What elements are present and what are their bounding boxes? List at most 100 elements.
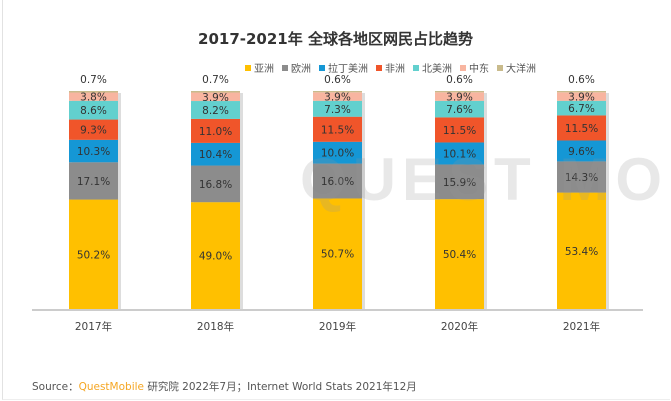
bar-segment <box>191 118 240 143</box>
x-tick-label: 2017年 <box>75 320 112 333</box>
data-label: 10.0% <box>321 148 354 160</box>
source-brand[interactable]: QuestMobile <box>78 381 144 393</box>
bar-segment <box>435 199 484 309</box>
bar-segment <box>557 92 606 101</box>
data-label: 53.4% <box>565 246 598 258</box>
data-label: 9.6% <box>568 146 595 158</box>
legend-swatch <box>376 64 382 71</box>
bar-segment <box>191 91 240 93</box>
data-label: 7.3% <box>324 104 351 116</box>
bar-segment <box>557 140 606 162</box>
bar-segment <box>435 91 484 93</box>
bar-segment <box>69 100 118 120</box>
bar-segment <box>313 91 362 93</box>
bar-segment <box>435 164 484 200</box>
data-label: 11.0% <box>199 126 232 138</box>
legend-swatch <box>245 64 251 71</box>
data-label: 50.2% <box>77 249 110 261</box>
data-label: 10.4% <box>199 149 232 161</box>
bar-segment <box>313 116 362 142</box>
data-label: 3.9% <box>324 92 351 104</box>
legend-label: 非洲 <box>385 64 405 75</box>
bar-segment <box>191 142 240 166</box>
data-label: 9.3% <box>80 125 107 137</box>
source-text: 研究院 2022年7月；Internet World Stats 2021年12… <box>144 381 417 393</box>
data-label: 6.7% <box>568 103 595 115</box>
data-label: 8.6% <box>80 105 107 117</box>
data-label: 10.1% <box>443 148 476 160</box>
legend-label: 大洋洲 <box>506 64 536 75</box>
bar-segment <box>313 163 362 199</box>
bar-segment <box>557 192 606 309</box>
legend-swatch <box>413 64 419 71</box>
x-tick-label: 2020年 <box>441 320 478 333</box>
source-prefix: Source： <box>32 381 79 393</box>
data-label: 49.0% <box>199 251 232 263</box>
data-label: 7.6% <box>446 104 473 116</box>
data-label: 10.3% <box>77 146 110 158</box>
data-label: 8.2% <box>202 105 229 117</box>
data-label: 11.5% <box>321 124 354 136</box>
bar-segment <box>313 141 362 164</box>
bar-segment <box>435 117 484 143</box>
legend-item: 亚洲 <box>245 60 274 75</box>
legend-swatch <box>282 64 288 71</box>
legend-label: 欧洲 <box>291 64 311 75</box>
legend: 亚洲 欧洲 拉丁美洲 非洲 北美洲 中东 大洋洲 <box>0 60 671 75</box>
chart-title: 2017-2021年 全球各地区网民占比趋势 <box>198 30 473 48</box>
data-label: 16.0% <box>321 176 354 188</box>
legend-swatch <box>319 64 325 71</box>
legend-label: 北美洲 <box>422 64 452 75</box>
bar-segment <box>191 92 240 102</box>
legend-item: 欧洲 <box>282 60 311 75</box>
data-label: 3.9% <box>568 92 595 104</box>
bar-segment <box>69 139 118 163</box>
x-tick-label: 2018年 <box>197 320 234 333</box>
bar-segment <box>313 100 362 117</box>
bar-segment <box>435 100 484 118</box>
legend-label: 中东 <box>469 64 489 75</box>
data-label: 0.7% <box>202 74 229 86</box>
data-label: 3.8% <box>80 92 107 104</box>
bar-segment <box>69 91 118 93</box>
bar-segment <box>435 142 484 165</box>
source-note: Source：QuestMobile 研究院 2022年7月；Internet … <box>32 379 417 394</box>
bar-segment <box>191 202 240 309</box>
bar-segment <box>191 165 240 203</box>
legend-swatch <box>497 64 503 71</box>
legend-item: 中东 <box>460 60 489 75</box>
data-label: 17.1% <box>77 176 110 188</box>
data-label: 3.9% <box>202 92 229 104</box>
legend-item: 非洲 <box>376 60 405 75</box>
legend-label: 亚洲 <box>254 64 274 75</box>
bar-segment <box>313 92 362 101</box>
data-label: 0.6% <box>324 74 351 86</box>
data-label: 11.5% <box>443 125 476 137</box>
data-label: 15.9% <box>443 177 476 189</box>
legend-label: 拉丁美洲 <box>328 64 368 75</box>
legend-item: 拉丁美洲 <box>319 60 368 75</box>
bar-segment <box>191 101 240 119</box>
bar-segment <box>557 100 606 116</box>
bar-segment <box>557 115 606 141</box>
data-label: 0.6% <box>446 74 473 86</box>
data-label: 50.4% <box>443 249 476 261</box>
bar-segment <box>69 92 118 101</box>
data-label: 0.7% <box>80 74 107 86</box>
x-tick-label: 2021年 <box>563 320 600 333</box>
data-label: 14.3% <box>565 172 598 184</box>
x-tick-label: 2019年 <box>319 320 356 333</box>
data-label: 16.8% <box>199 179 232 191</box>
data-label: 11.5% <box>565 123 598 135</box>
data-label: 0.6% <box>568 74 595 86</box>
bar-segment <box>435 92 484 101</box>
bar-segment <box>557 91 606 93</box>
bar-segment <box>69 119 118 140</box>
legend-item: 大洋洲 <box>497 60 536 75</box>
bar-segment <box>313 198 362 309</box>
legend-item: 北美洲 <box>413 60 452 75</box>
legend-swatch <box>460 64 466 71</box>
data-label: 50.7% <box>321 249 354 261</box>
data-label: 3.9% <box>446 92 473 104</box>
